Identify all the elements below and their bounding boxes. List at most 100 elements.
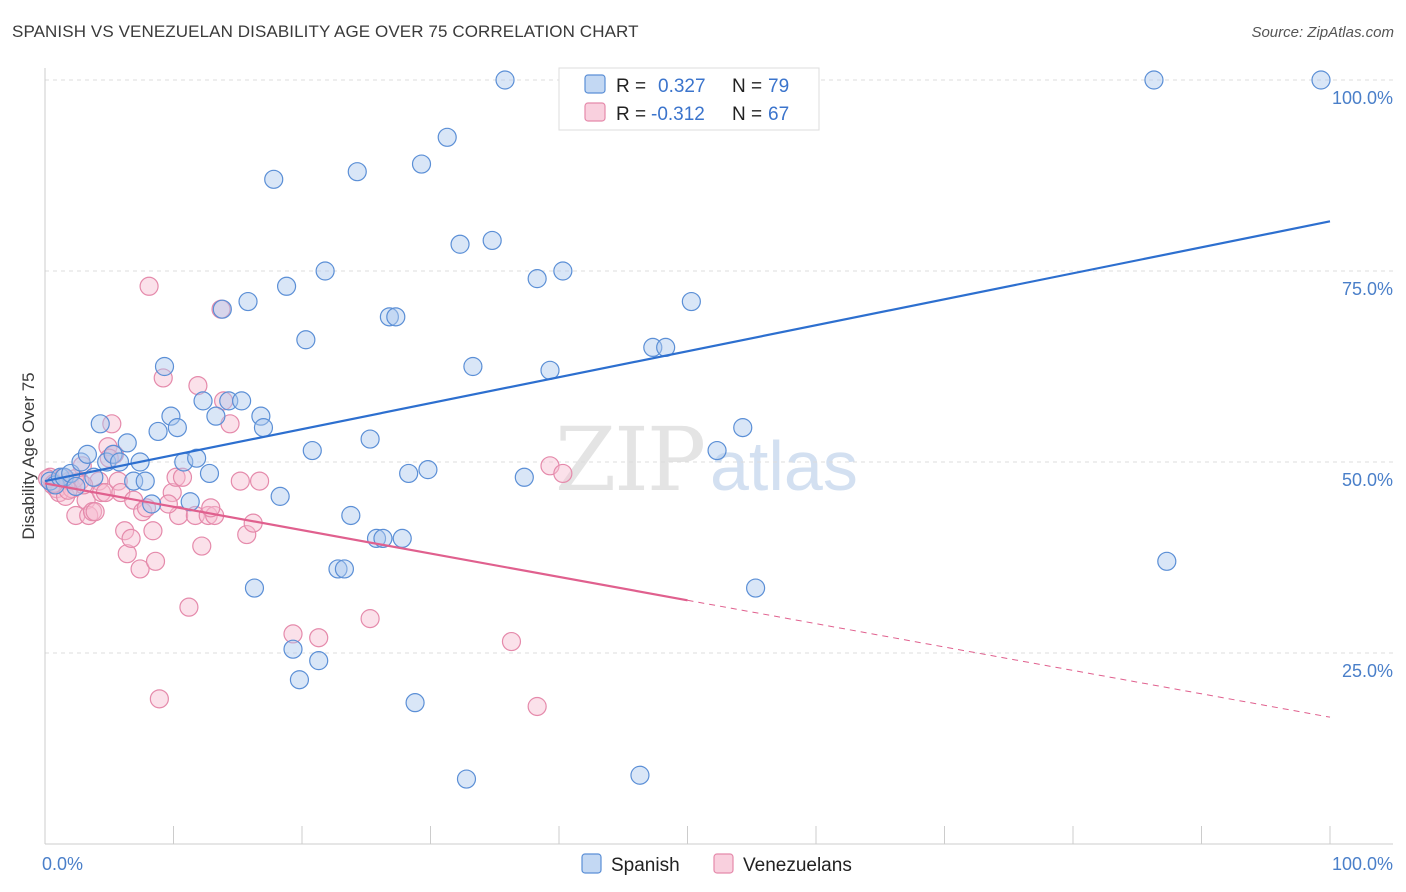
bottom-legend-venezuelans: Venezuelans	[743, 855, 852, 876]
watermark-zip: ZIP	[555, 408, 704, 511]
venezuelan-point	[108, 471, 128, 491]
spanish-point	[1157, 551, 1177, 571]
spanish-point	[437, 127, 457, 147]
gridlines	[45, 79, 1395, 654]
y-axis-label: Disability Age Over 75	[19, 372, 38, 539]
y-tick-label: 75.0%	[1342, 279, 1393, 299]
spanish-point	[379, 307, 399, 327]
spanish-point	[187, 448, 207, 468]
chart-title: SPANISH VS VENEZUELAN DISABILITY AGE OVE…	[12, 22, 639, 41]
watermark-atlas: atlas	[710, 427, 858, 505]
spanish-point	[347, 162, 367, 182]
venezuelan-trend-extension	[687, 599, 1331, 718]
spanish-points	[40, 70, 1331, 789]
spanish-point	[450, 234, 470, 254]
venezuelan-point	[117, 544, 137, 564]
venezuelan-point	[237, 524, 257, 545]
spanish-point	[386, 307, 406, 327]
spanish-point	[244, 578, 265, 598]
spanish-point	[117, 433, 137, 453]
spanish-point	[238, 291, 258, 312]
venezuelan-point	[85, 502, 105, 522]
x-tick-label: 0.0%	[42, 854, 83, 874]
spanish-point	[418, 460, 438, 480]
venezuelan-point	[527, 696, 547, 717]
spanish-point	[77, 444, 98, 464]
legend-swatch-venezuelan	[584, 102, 606, 122]
spanish-point	[124, 471, 144, 491]
spanish-point	[315, 261, 335, 281]
venezuelan-point	[166, 467, 186, 487]
legend-n-value-spanish: 79	[768, 76, 789, 97]
y-tick-labels: 25.0% 50.0% 75.0% 100.0%	[1332, 88, 1393, 681]
venezuelan-point	[139, 276, 159, 296]
legend-r-label-spanish: R =	[616, 76, 646, 97]
spanish-point	[154, 356, 175, 377]
legend-n-label-spanish: N =	[732, 76, 762, 97]
spanish-point	[411, 154, 432, 174]
x-tick-label: 100.0%	[1332, 854, 1393, 874]
spanish-point	[251, 406, 271, 426]
spanish-point	[733, 418, 753, 438]
venezuelan-point	[179, 597, 199, 617]
venezuelan-point	[249, 471, 270, 491]
bottom-legend-spanish: Spanish	[611, 855, 680, 876]
spanish-point	[161, 406, 181, 426]
venezuelan-point	[360, 609, 380, 629]
venezuelan-point	[283, 624, 303, 644]
venezuelan-point	[162, 482, 182, 503]
watermark: ZIP atlas	[555, 408, 858, 511]
venezuelan-points	[37, 276, 573, 717]
spanish-point	[212, 299, 232, 319]
spanish-point	[527, 269, 547, 289]
spanish-point	[463, 356, 483, 377]
spanish-point	[1311, 70, 1331, 90]
venezuelan-point	[149, 689, 169, 709]
y-tick-label: 50.0%	[1342, 470, 1393, 490]
bottom-legend-swatch-venezuelan	[713, 853, 734, 874]
venezuelan-point	[115, 521, 135, 541]
venezuelan-point	[553, 463, 573, 484]
spanish-point	[232, 391, 252, 411]
y-tick-label: 25.0%	[1342, 661, 1393, 681]
spanish-point	[1144, 70, 1164, 90]
spanish-point	[103, 444, 123, 464]
y-tick-label: 100.0%	[1332, 88, 1393, 108]
spanish-point	[302, 440, 322, 461]
bottom-legend: Spanish Venezuelans	[581, 853, 852, 876]
spanish-point	[289, 670, 310, 690]
spanish-point	[334, 559, 355, 579]
spanish-point	[514, 467, 534, 487]
spanish-point	[90, 414, 110, 434]
spanish-point	[360, 429, 380, 449]
spanish-point	[456, 769, 477, 789]
spanish-point	[681, 291, 701, 312]
venezuelan-point	[230, 471, 250, 491]
axes	[44, 68, 1393, 845]
spanish-point	[283, 639, 303, 659]
spanish-point	[148, 421, 168, 442]
spanish-point	[630, 765, 650, 785]
spanish-point	[482, 230, 502, 251]
trend-lines	[44, 220, 1331, 718]
spanish-point	[167, 418, 187, 438]
venezuelan-point	[145, 551, 166, 571]
spanish-point	[206, 406, 226, 426]
venezuelan-point	[501, 631, 522, 652]
venezuelan-point	[192, 536, 212, 556]
legend-r-label-venezuelan: R =	[616, 104, 646, 125]
spanish-point	[199, 463, 220, 484]
spanish-point	[495, 70, 515, 90]
legend-swatch-spanish	[584, 74, 606, 94]
legend-r-value-venezuelan: -0.312	[651, 104, 705, 125]
legend-box: R = 0.327 N = 79 R = -0.312 N = 67	[558, 67, 820, 131]
spanish-point	[270, 486, 290, 506]
venezuelan-point	[102, 414, 122, 434]
venezuelan-point	[188, 376, 208, 396]
x-tick-labels: 0.0% 100.0%	[42, 854, 1393, 874]
legend-n-label-venezuelan: N =	[732, 104, 762, 125]
bottom-legend-swatch-spanish	[581, 853, 602, 874]
spanish-point	[392, 528, 412, 549]
legend-n-value-venezuelan: 67	[768, 104, 789, 125]
